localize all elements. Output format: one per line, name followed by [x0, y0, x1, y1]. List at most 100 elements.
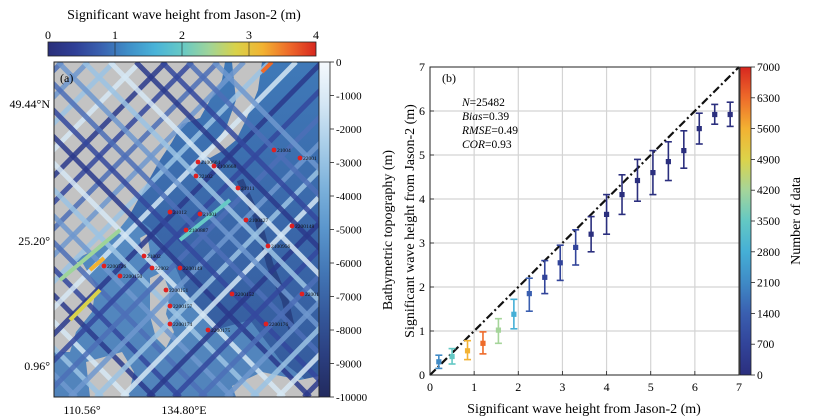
- scatter-point: [619, 192, 625, 198]
- descending-track: [186, 62, 319, 199]
- top-colorbar-tick-label: 1: [112, 28, 118, 42]
- bathymetry-colorbar-tick-label: -10000: [336, 392, 368, 404]
- ascending-track: [172, 246, 319, 397]
- scatter-point: [603, 211, 610, 217]
- buoy-station-label: 2200152: [235, 292, 255, 298]
- stat-bias-key: Bias: [462, 111, 483, 123]
- bathymetry-colorbar-label: Bathymetric topography (m): [381, 150, 396, 311]
- stat-cor-value: 0.93: [492, 139, 512, 151]
- scatter-point: [681, 148, 687, 154]
- x-tick-label: 4: [604, 380, 610, 394]
- x-tick-label: 6: [692, 380, 698, 394]
- scatter-point: [727, 111, 733, 118]
- descending-track: [56, 62, 319, 331]
- stat-n-value: 25482: [476, 97, 505, 109]
- stat-rmse-key: RMSE: [461, 125, 491, 137]
- buoy-station-label: 2200157: [173, 304, 193, 310]
- buoy-station-marker: [197, 211, 203, 217]
- buoy-station-marker: [205, 327, 211, 333]
- buoy-station-marker: [167, 321, 173, 327]
- y-tick-label: 4: [419, 192, 425, 206]
- bathymetry-colorbar-tick-label: -9000: [336, 359, 362, 371]
- svg-text:COR=0.93: COR=0.93: [462, 139, 512, 151]
- count-colorbar-tick-label: 0: [757, 370, 763, 382]
- scatter-point: [557, 260, 563, 266]
- ascending-track: [54, 87, 319, 365]
- scatter-grid: [430, 67, 739, 375]
- buoy-station-marker: [177, 265, 183, 271]
- buoy-station-label: 21011: [241, 186, 255, 192]
- buoy-station-label: 22002: [155, 266, 169, 272]
- buoy-station-label: 2100668: [217, 164, 237, 170]
- stat-n-key: N: [461, 97, 471, 109]
- bathymetry-colorbar-tick-label: -6000: [336, 258, 362, 270]
- buoy-station-label: 2200155: [305, 292, 325, 298]
- ascending-track: [146, 219, 319, 397]
- buoy-station-marker: [271, 147, 277, 153]
- scatter-panel-label: (b): [442, 71, 456, 85]
- one-to-one-line: [429, 66, 740, 376]
- count-colorbar: [739, 66, 752, 376]
- ascending-track: [94, 167, 319, 397]
- descending-track: [108, 62, 319, 278]
- scatter-point: [526, 291, 532, 297]
- ascending-track: [120, 193, 319, 397]
- ascending-track: [0, 62, 36, 397]
- buoy-station-marker: [149, 265, 155, 271]
- buoy-station-label: 2200149: [183, 266, 203, 272]
- buoy-station-label: 2200148: [295, 224, 315, 230]
- svg-text:N=25482: N=25482: [461, 97, 505, 109]
- descending-track: [0, 62, 50, 397]
- count-colorbar-tick-label: 3500: [757, 216, 780, 228]
- buoy-station-marker: [183, 227, 189, 233]
- count-colorbar-tick-label: 6300: [757, 93, 780, 105]
- buoy-station-label: 21002: [147, 254, 161, 260]
- buoy-station-label: 21012: [173, 210, 187, 216]
- lat-tick-south: 0.96°: [24, 359, 50, 373]
- y-tick-label: 6: [419, 104, 425, 118]
- ascending-track: [54, 114, 319, 391]
- count-colorbar-tick-label: 2100: [757, 278, 780, 290]
- bathymetry-colorbar-tick-label: -4000: [336, 191, 362, 203]
- scatter-point: [436, 359, 442, 365]
- top-colorbar-tick-label: 3: [246, 28, 252, 42]
- count-colorbar-tick-label: 2800: [757, 247, 780, 259]
- scatter-axis-ticks: 0 1 2 3 4 5 6 7 0 1 2 3 4 5 6 7: [419, 60, 742, 394]
- bathymetry-colorbar-tick-label: -1000: [336, 91, 362, 103]
- count-colorbar-tick-label: 700: [757, 339, 775, 351]
- top-colorbar-ticks: 0 1 2 3 4: [45, 28, 319, 56]
- y-tick-label: 0: [419, 368, 425, 382]
- map-title: Significant wave height from Jason-2 (m): [67, 8, 301, 23]
- lat-tick-north: 49.44°N: [10, 97, 51, 111]
- scatter-points: [435, 101, 734, 370]
- buoy-station-label: 21004: [277, 148, 291, 154]
- count-colorbar-tick-label: 1400: [757, 308, 780, 320]
- buoy-station-marker: [163, 287, 169, 293]
- high-wave-segment: [260, 62, 274, 74]
- descending-track: [0, 62, 24, 397]
- ascending-track: [250, 325, 319, 397]
- scatter-point: [495, 327, 502, 333]
- count-colorbar-tick-label: 5600: [757, 124, 780, 136]
- lon-tick-east: 134.80°E: [161, 403, 206, 417]
- descending-track: [160, 62, 319, 225]
- buoy-station-label: 2200176: [269, 322, 289, 328]
- buoy-station-marker: [299, 291, 305, 297]
- buoy-station-label: 22102: [199, 174, 213, 180]
- high-wave-segment: [68, 288, 102, 322]
- high-wave-segment: [88, 256, 106, 272]
- count-colorbar-tick-label: 4200: [757, 185, 780, 197]
- bathymetry-colorbar-ticks: 0 -1000 -2000 -3000 -4000 -5000 -6000 -7000 -800…: [330, 57, 368, 404]
- scatter-frame: [429, 66, 740, 376]
- buoy-station-marker: [167, 209, 173, 215]
- scatter-point: [588, 231, 594, 237]
- x-tick-label: 3: [559, 380, 565, 394]
- y-tick-label: 1: [419, 324, 425, 338]
- count-colorbar-tick-label: 7000: [757, 62, 780, 74]
- stats-box: N=25482 Bias=0.39 RMSE=0.49 COR=0.93: [461, 97, 518, 151]
- scatter-point: [712, 111, 718, 118]
- buoy-station-marker: [101, 263, 107, 269]
- scatter-point: [573, 244, 579, 250]
